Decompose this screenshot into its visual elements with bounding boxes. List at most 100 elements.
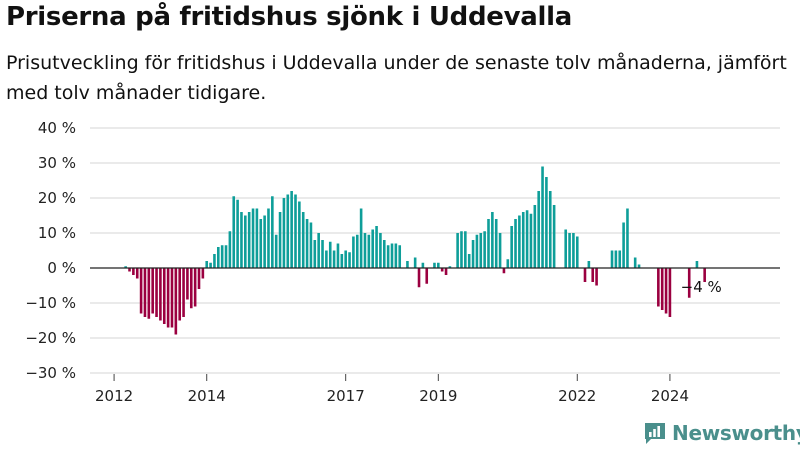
annotations: −4 % xyxy=(681,278,722,296)
bar xyxy=(332,250,336,268)
bar xyxy=(282,198,286,268)
bar xyxy=(162,268,166,324)
bar xyxy=(394,243,398,268)
newsworthy-brand: Newsworthy xyxy=(643,419,800,447)
bar xyxy=(614,250,618,268)
bar xyxy=(166,268,170,328)
x-tick-label: 2022 xyxy=(558,387,596,405)
bar xyxy=(328,241,332,268)
grid-lines xyxy=(90,127,780,374)
y-tick-label: 10 % xyxy=(38,224,76,242)
bar xyxy=(502,268,506,274)
bar xyxy=(290,191,293,268)
bar xyxy=(413,257,417,268)
bar xyxy=(379,233,382,268)
bar xyxy=(521,212,525,268)
x-tick-label: 2014 xyxy=(188,387,226,405)
bar xyxy=(548,191,552,268)
bar xyxy=(124,266,127,268)
brand-name: Newsworthy xyxy=(672,421,800,445)
bar xyxy=(132,268,135,275)
bar xyxy=(660,268,664,310)
y-axis: 40 % 30 % 20 % 10 % 0 % −10 % −20 % −30 % xyxy=(25,119,76,382)
bar xyxy=(475,234,479,268)
bar xyxy=(274,234,278,268)
last-value-label: −4 % xyxy=(681,278,722,296)
bar xyxy=(220,245,224,268)
bar xyxy=(189,268,193,309)
bar xyxy=(498,233,502,268)
bar xyxy=(633,257,637,268)
bar xyxy=(591,268,595,282)
bar xyxy=(537,191,540,268)
bar xyxy=(367,234,371,268)
bar xyxy=(352,236,355,268)
bar xyxy=(425,268,429,284)
bar xyxy=(687,268,691,298)
bar xyxy=(251,208,255,268)
bar xyxy=(564,229,567,268)
bar xyxy=(267,208,270,268)
bar xyxy=(232,196,236,268)
bar xyxy=(155,268,158,317)
bar xyxy=(406,261,409,268)
bar xyxy=(386,245,390,268)
bar xyxy=(444,268,448,275)
bar xyxy=(572,233,575,268)
bar xyxy=(363,233,367,268)
bar xyxy=(271,196,274,268)
bar xyxy=(622,222,625,268)
bar xyxy=(344,250,347,268)
bar xyxy=(317,233,320,268)
bar xyxy=(668,268,672,317)
bar xyxy=(382,240,386,268)
bar xyxy=(159,268,162,321)
bar xyxy=(178,268,181,321)
bar xyxy=(610,250,614,268)
bar xyxy=(147,268,151,319)
bar xyxy=(398,245,402,268)
bar xyxy=(483,231,486,268)
chart-subtitle: Prisutveckling för fritidshus i Uddevall… xyxy=(6,52,787,104)
bar xyxy=(224,245,228,268)
bar xyxy=(182,268,185,317)
bar xyxy=(255,208,259,268)
bar xyxy=(247,212,251,268)
bar xyxy=(301,212,305,268)
bar xyxy=(321,240,324,268)
bar xyxy=(479,233,483,268)
bar xyxy=(568,233,571,268)
bar xyxy=(471,240,475,268)
bar xyxy=(456,233,459,268)
bar xyxy=(263,215,266,268)
bar xyxy=(510,226,513,268)
bar xyxy=(440,268,444,272)
bar xyxy=(371,229,374,268)
bar xyxy=(197,268,201,289)
bar xyxy=(135,268,139,279)
x-tick-label: 2019 xyxy=(419,387,457,405)
bar xyxy=(286,194,290,268)
bar xyxy=(518,215,521,268)
bar xyxy=(244,215,247,268)
bar xyxy=(298,201,301,268)
bar xyxy=(433,262,436,268)
bar xyxy=(139,268,143,314)
bar xyxy=(448,266,452,268)
bar xyxy=(348,252,351,268)
bar xyxy=(375,226,378,268)
bar xyxy=(151,268,154,314)
bar xyxy=(209,262,212,268)
bar xyxy=(340,254,344,268)
bar xyxy=(506,259,510,268)
x-axis: 2012 2014 2017 2019 2022 2024 xyxy=(95,374,689,405)
bar xyxy=(259,219,263,268)
y-tick-label: −30 % xyxy=(25,364,76,382)
bar xyxy=(128,268,131,272)
bar xyxy=(213,254,216,268)
bar xyxy=(583,268,587,282)
bar xyxy=(494,219,498,268)
bar xyxy=(143,268,147,317)
bar xyxy=(313,240,317,268)
